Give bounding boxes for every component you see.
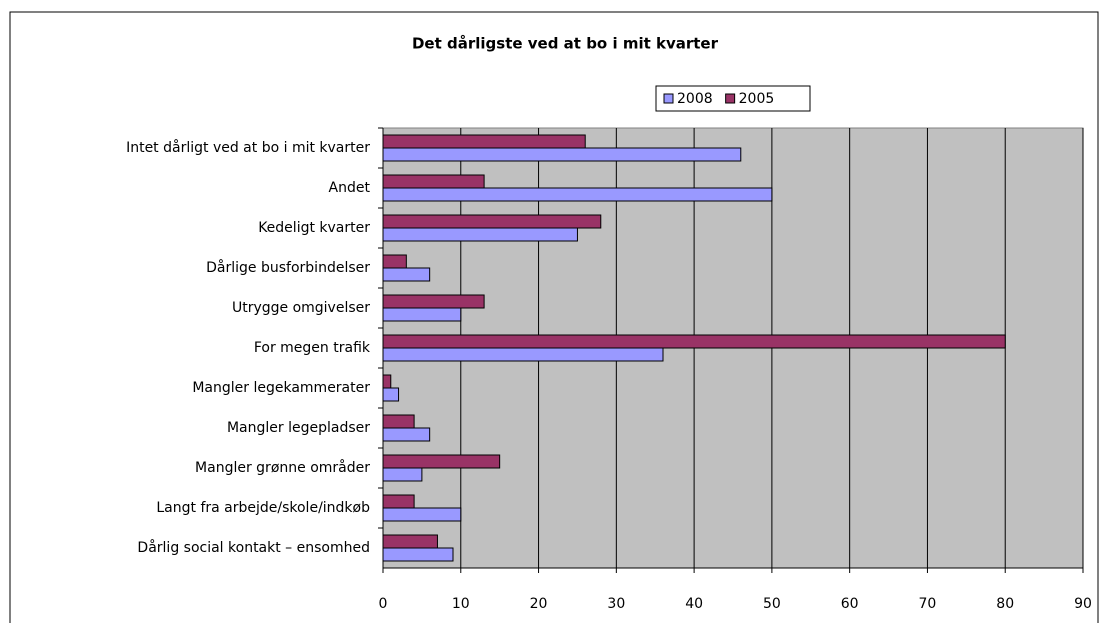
bar bbox=[382, 547, 454, 562]
bar bbox=[382, 187, 773, 202]
chart-title: Det dårligste ved at bo i mit kvarter bbox=[412, 35, 719, 53]
bar bbox=[382, 374, 392, 389]
x-tick-label: 90 bbox=[1074, 596, 1092, 612]
bar bbox=[382, 534, 438, 549]
legend-swatch bbox=[725, 93, 736, 104]
bar bbox=[382, 494, 415, 509]
bar bbox=[382, 134, 586, 149]
bar bbox=[382, 294, 485, 309]
bar bbox=[382, 214, 602, 229]
x-tick-label: 30 bbox=[607, 596, 625, 612]
legend-label: 2008 bbox=[677, 91, 713, 107]
x-tick-label: 50 bbox=[763, 596, 781, 612]
bar bbox=[382, 307, 462, 322]
y-tick-label: Intet dårligt ved at bo i mit kvarter bbox=[126, 139, 370, 156]
x-tick-label: 10 bbox=[452, 596, 470, 612]
y-tick-label: Langt fra arbejde/skole/indkøb bbox=[156, 500, 370, 516]
x-tick-label: 80 bbox=[996, 596, 1014, 612]
x-tick-label: 60 bbox=[841, 596, 859, 612]
bar bbox=[382, 267, 431, 282]
chart-border bbox=[9, 11, 1099, 623]
bar bbox=[382, 227, 578, 242]
bar bbox=[382, 414, 415, 429]
y-tick-label: Dårlige busforbindelser bbox=[206, 259, 370, 276]
y-tick-label: Mangler legekammerater bbox=[192, 380, 370, 396]
y-tick-label: For megen trafik bbox=[254, 340, 371, 356]
bar bbox=[382, 147, 742, 162]
bar bbox=[382, 507, 462, 522]
y-tick-label: Mangler grønne områder bbox=[195, 459, 370, 476]
legend-label: 2005 bbox=[739, 91, 775, 107]
x-tick-label: 40 bbox=[685, 596, 703, 612]
y-tick-label: Mangler legepladser bbox=[227, 420, 370, 436]
y-tick-label: Dårlig social kontakt – ensomhed bbox=[137, 539, 370, 556]
bar bbox=[382, 454, 501, 469]
bar bbox=[382, 334, 1006, 349]
x-tick-label: 20 bbox=[530, 596, 548, 612]
bar bbox=[382, 254, 407, 269]
y-tick-label: Utrygge omgivelser bbox=[232, 300, 370, 316]
bar bbox=[382, 174, 485, 189]
x-tick-label: 0 bbox=[379, 596, 388, 612]
bar bbox=[382, 387, 400, 402]
y-tick-label: Andet bbox=[329, 180, 371, 196]
bar bbox=[382, 427, 431, 442]
legend-swatch bbox=[663, 93, 674, 104]
y-tick-label: Kedeligt kvarter bbox=[258, 220, 370, 236]
bar bbox=[382, 467, 423, 482]
x-tick-label: 70 bbox=[919, 596, 937, 612]
bar bbox=[382, 347, 664, 362]
